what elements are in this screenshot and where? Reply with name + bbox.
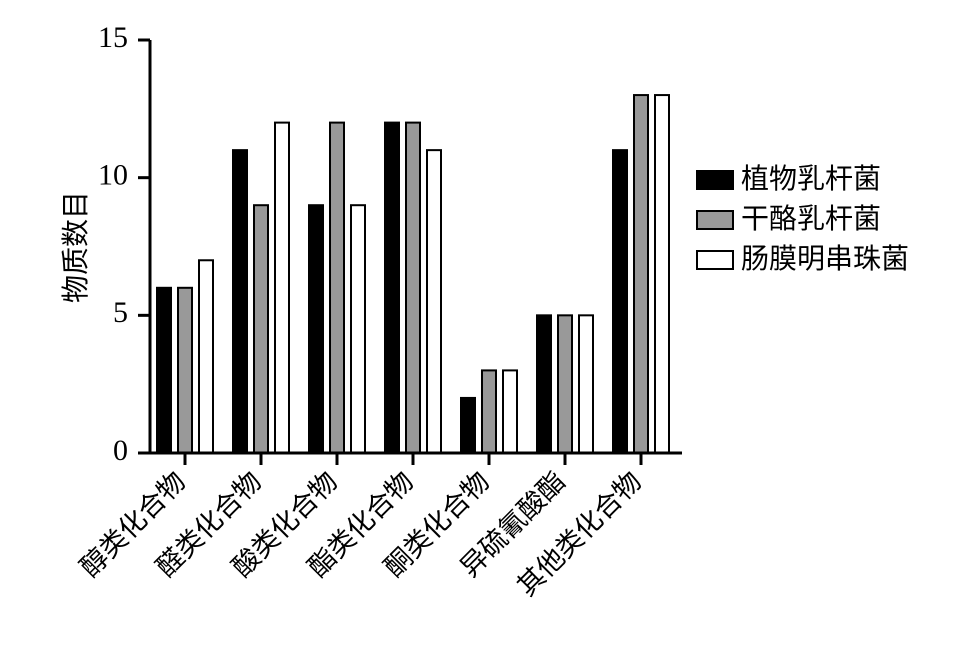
legend-label-1: 干酪乳杆菌	[741, 202, 881, 235]
bar-series-2-cat-0	[198, 259, 214, 454]
bar-series-0-cat-3	[384, 121, 400, 454]
bar-series-1-cat-3	[405, 121, 421, 454]
bar-series-1-cat-2	[329, 121, 345, 454]
y-tick-label: 10	[98, 159, 128, 192]
bar-series-0-cat-1	[232, 149, 248, 454]
bar-series-0-cat-2	[308, 204, 324, 454]
bar-series-2-cat-1	[274, 121, 290, 454]
legend-swatch-2	[696, 250, 734, 270]
y-axis-label: 物质数目	[59, 191, 92, 303]
bar-series-0-cat-6	[612, 149, 628, 454]
bar-series-1-cat-4	[481, 369, 497, 454]
bar-series-2-cat-2	[350, 204, 366, 454]
bar-series-1-cat-5	[557, 314, 573, 455]
bars-layer	[156, 94, 670, 455]
bar-series-1-cat-0	[177, 286, 193, 454]
legend-swatch-0	[696, 170, 734, 190]
y-tick-label: 5	[113, 296, 128, 329]
bar-series-0-cat-4	[460, 396, 476, 454]
bar-series-1-cat-1	[253, 204, 269, 454]
legend-swatch-1	[696, 210, 734, 230]
y-tick-label: 0	[113, 434, 128, 467]
legend-label-0: 植物乳杆菌	[741, 162, 881, 195]
bar-series-2-cat-3	[426, 149, 442, 454]
bar-series-2-cat-6	[654, 94, 670, 454]
y-ticks: 0 5 10 15	[98, 21, 150, 467]
bar-series-0-cat-5	[536, 314, 552, 455]
bar-series-2-cat-4	[502, 369, 518, 454]
y-tick-label: 15	[98, 21, 128, 54]
axes-layer	[148, 40, 682, 455]
legend-label-2: 肠膜明串珠菌	[741, 242, 909, 275]
bar-series-2-cat-5	[578, 314, 594, 455]
bar-series-0-cat-0	[156, 286, 172, 454]
bar-series-1-cat-6	[633, 94, 649, 454]
